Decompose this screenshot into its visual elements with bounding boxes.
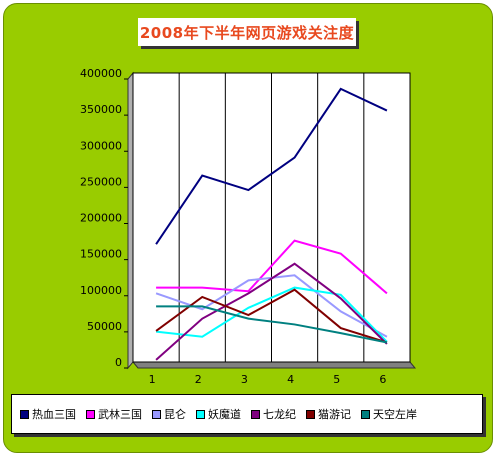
legend-swatch	[86, 409, 95, 419]
legend-item: 天空左岸	[361, 406, 417, 422]
series-line-4	[155, 286, 388, 343]
legend-label: 七龙纪	[263, 408, 296, 421]
y-tick-label: 250000	[80, 175, 122, 188]
legend-swatch	[361, 409, 370, 419]
legend-label: 猫游记	[318, 408, 351, 421]
x-tick-label: 6	[379, 373, 386, 386]
legend-swatch	[306, 409, 315, 419]
series-line-7	[156, 305, 388, 344]
legend: 热血三国 武林三国 昆仑 妖魔道 七龙纪 猫游记 天空左岸	[11, 394, 483, 434]
y-tick-label: 300000	[80, 139, 122, 152]
legend-label: 天空左岸	[373, 408, 417, 421]
x-tick-label: 4	[287, 373, 294, 386]
legend-item: 武林三国	[86, 406, 142, 422]
y-tick-label: 150000	[80, 248, 122, 261]
legend-label: 武林三国	[98, 408, 142, 421]
legend-swatch	[196, 409, 205, 419]
x-tick-label: 2	[195, 373, 202, 386]
legend-item: 昆仑	[152, 406, 186, 422]
series-line-5	[155, 262, 388, 361]
x-tick-label: 5	[333, 373, 340, 386]
y-tick-label: 100000	[80, 284, 122, 297]
legend-item: 妖魔道	[196, 406, 241, 422]
legend-label: 妖魔道	[208, 408, 241, 421]
chart-title: 2008年下半年网页游戏关注度	[138, 18, 356, 46]
legend-label: 昆仑	[164, 408, 186, 421]
y-tick-label: 200000	[80, 212, 122, 225]
y-tick-label: 400000	[80, 67, 122, 80]
series-line-2	[156, 239, 388, 295]
plot-floor	[131, 361, 417, 369]
legend-item: 热血三国	[20, 406, 76, 422]
x-tick-label: 3	[241, 373, 248, 386]
series-line-1	[155, 87, 388, 245]
y-tick-label: 350000	[80, 103, 122, 116]
x-tick-label: 1	[149, 373, 156, 386]
legend-label: 热血三国	[32, 408, 76, 421]
plot-side-wall	[127, 71, 134, 370]
legend-swatch	[251, 409, 260, 419]
y-tick-label: 50000	[87, 320, 122, 333]
legend-swatch	[152, 409, 161, 419]
y-tick-label: 0	[115, 356, 122, 369]
legend-item: 猫游记	[306, 406, 351, 422]
series-line-6	[155, 288, 388, 344]
legend-swatch	[20, 409, 29, 419]
legend-item: 七龙纪	[251, 406, 296, 422]
